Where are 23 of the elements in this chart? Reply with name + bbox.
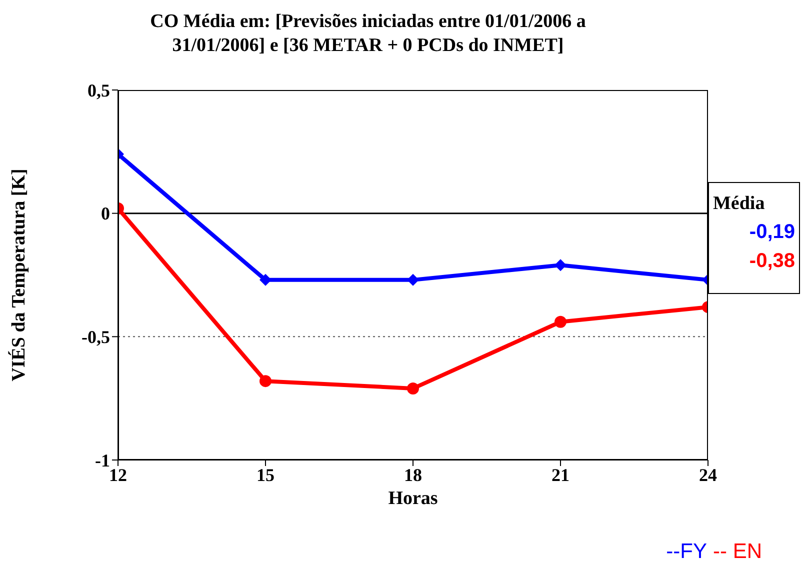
chart-title: CO Média em: [Previsões iniciadas entre 01/01/2006 a 31/01/2006] e [36 METAR + 0 PCDs do INMET] [149,10,587,58]
point [554,316,566,328]
x-tick-label: 24 [699,464,717,485]
text: -- EN [713,540,762,563]
y-tick-label: -1 [95,450,110,470]
x-tick-label: 12 [109,464,127,485]
point [260,375,272,388]
x-tick-label: 18 [404,464,422,485]
point [407,274,419,286]
text: --FY [666,540,707,563]
text: Média [712,193,766,215]
y-tick-label: -0,5 [82,327,110,348]
point [554,259,566,272]
text: -0,38 [748,250,796,273]
x-tick-label: 21 [552,464,570,485]
y-tick-label: 0 [101,204,110,224]
point [260,274,272,286]
x-axis-title: Horas [388,488,438,509]
y-axis-title: VIÉS da Temperatura [K] [8,168,30,382]
text: -0,19 [748,221,796,244]
point [407,382,419,394]
y-tick-label: 0,5 [88,80,110,100]
x-tick-label: 15 [256,464,274,485]
